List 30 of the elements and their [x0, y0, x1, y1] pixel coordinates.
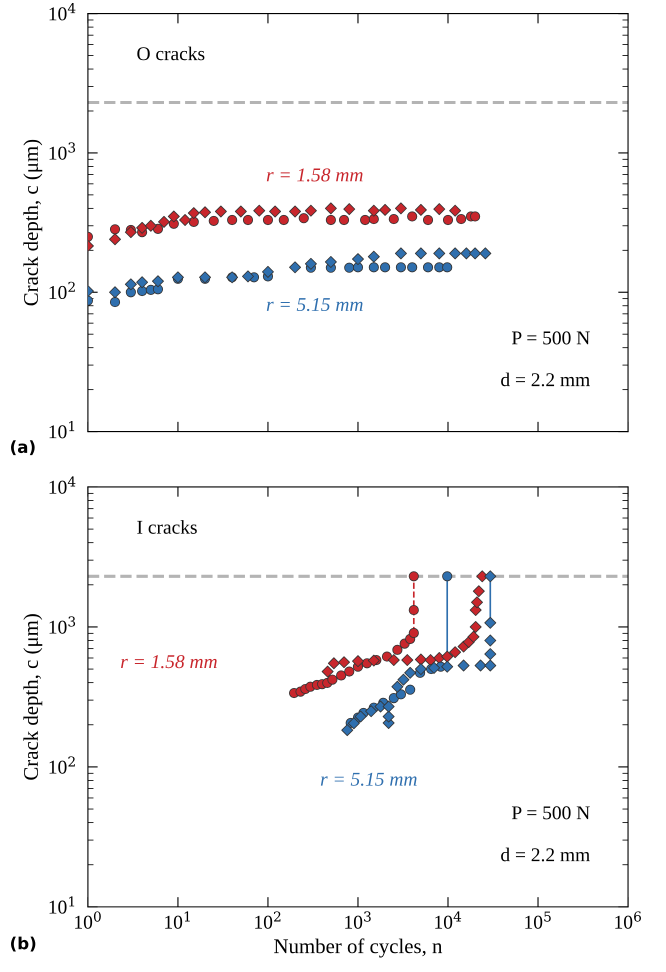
y-tick-label: 10$^{4}$: [50, 3, 76, 20]
x-tick-label: 10$^{0}$: [75, 911, 101, 929]
y-axis-title: Crack depth, c (μm): [23, 140, 42, 306]
y-tick-label: 10$^{1}$: [50, 896, 74, 914]
y-tick-label: 10$^{2}$: [50, 282, 75, 300]
text: I cracks: [137, 520, 197, 534]
y-tick-label: 10$^{2}$: [50, 756, 75, 774]
text: (a): [11, 440, 35, 456]
series-label: r = 5.15 mm: [266, 298, 363, 312]
annotation: d = 2.2 mm: [501, 848, 590, 862]
text: (b): [11, 936, 36, 952]
annotation: P = 500 N: [512, 331, 590, 344]
y-tick-label: 10$^{1}$: [50, 421, 74, 438]
x-axis-title: Number of cycles, n: [274, 938, 442, 958]
text: r = 1.58 mm: [121, 655, 217, 668]
x-tick-label: 10$^{4}$: [435, 911, 462, 929]
text: O cracks: [137, 46, 204, 60]
y-axis-title: Crack depth, c (μm): [23, 614, 42, 780]
x-tick-label: 10$^{5}$: [525, 912, 551, 929]
annotation: P = 500 N: [512, 806, 590, 820]
series-label: r = 1.58 mm: [266, 168, 363, 182]
x-tick-label: 10$^{6}$: [615, 911, 641, 929]
annotation: d = 2.2 mm: [501, 372, 590, 386]
y-tick-label: 10$^{4}$: [50, 476, 76, 494]
y-tick-label: 10$^{3}$: [50, 142, 76, 160]
x-tick-label: 10$^{2}$: [255, 911, 280, 929]
text: r = 5.15 mm: [320, 772, 417, 786]
x-tick-label: 10$^{3}$: [345, 911, 371, 929]
y-tick-label: 10$^{3}$: [50, 616, 76, 634]
x-tick-label: 10$^{1}$: [165, 911, 190, 929]
